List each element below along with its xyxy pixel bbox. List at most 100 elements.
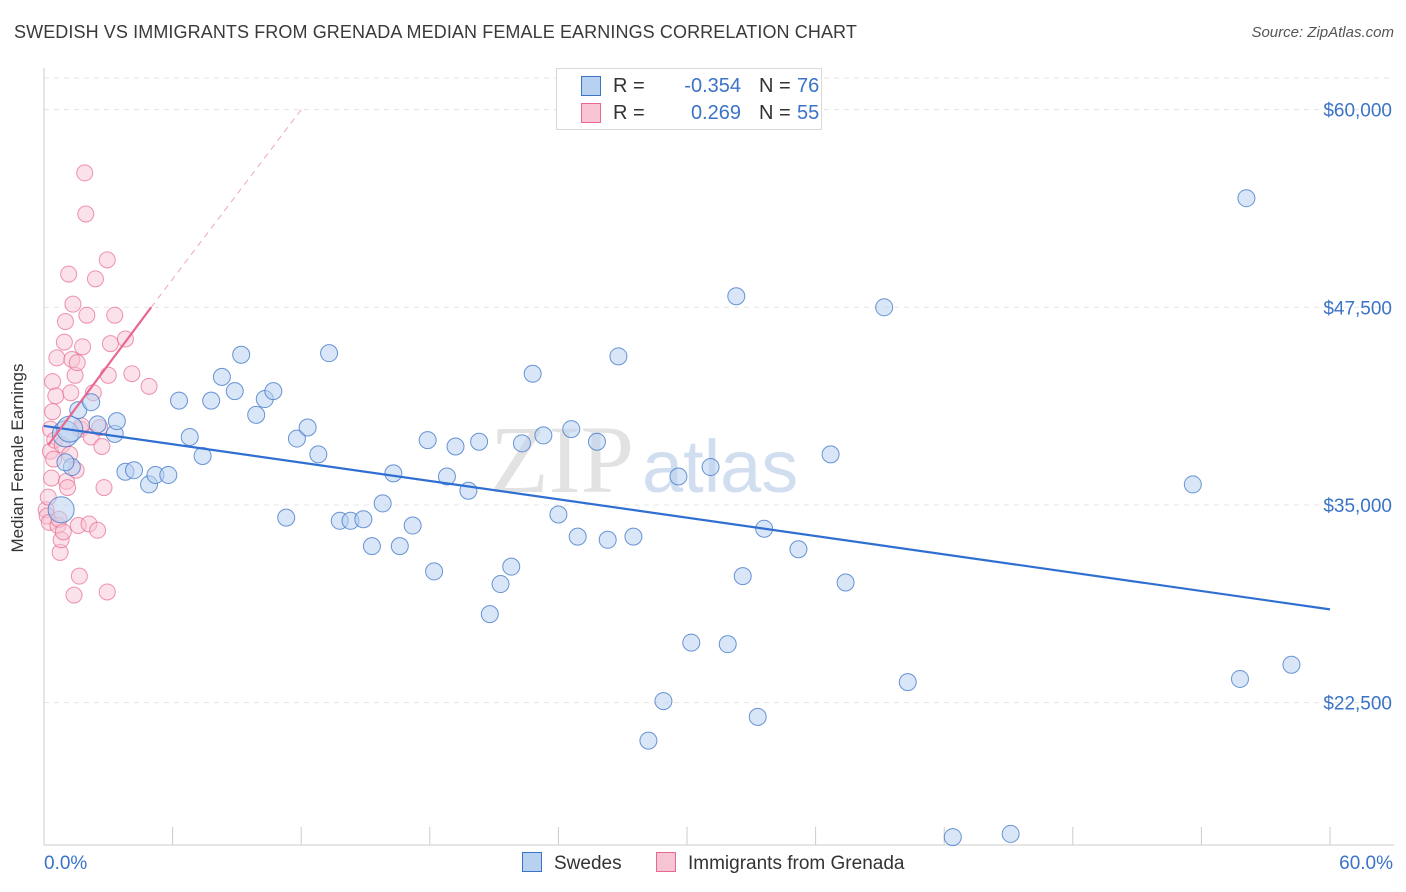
swedes-point [512,434,531,453]
grenada-point [101,335,119,353]
grenada-point [93,437,111,455]
swedes-point [943,828,962,847]
grenada-point [47,387,65,405]
swedes-point [354,510,373,529]
swedes-point [232,345,251,364]
swedes-point [701,458,720,477]
swedes-point [180,427,199,446]
bottom-legend-grenada: Immigrants from Grenada [656,852,904,875]
swedes-point [1282,655,1301,674]
grenada-point [44,403,62,421]
grenada-point [106,306,124,324]
swedes-point [470,432,489,451]
grenada-point [54,523,72,541]
grenada-trend-line [47,306,153,446]
swedes-point [1237,189,1256,208]
grenada-point [64,295,82,313]
legend-n-label: N = [759,102,791,124]
bottom-legend-swedes: Swedes [522,852,622,875]
swedes-point [309,445,328,464]
swedes-point [562,420,581,439]
grenada-point [140,377,158,395]
y-tick-label: $47,500 [1323,298,1392,319]
swedes-point [390,537,409,556]
swedes-point [523,364,542,383]
x-tick-label-max: 60.0% [1339,853,1393,874]
swedes-point [568,527,587,546]
swedes-point [212,367,231,386]
legend-r-label: R = [613,75,645,97]
swedes-point [373,494,392,513]
grenada-point [98,251,116,269]
legend-n-value: 55 [797,102,820,124]
swedes-point [170,391,189,410]
swedes-point [654,692,673,711]
swedes-point [47,496,75,524]
swedes-point [82,393,101,412]
chart-title: SWEDISH VS IMMIGRANTS FROM GRENADA MEDIA… [14,22,857,42]
grenada-point [59,479,77,497]
swedes-point [639,731,658,750]
swedes-point [587,432,606,451]
x-tick-label-min: 0.0% [44,853,87,874]
grid-layer [44,77,1394,704]
grenada-point [99,366,117,384]
swedes-point [1001,824,1020,843]
swedes-point [549,505,568,524]
swedes-point [425,562,444,581]
swedes-point [225,382,244,401]
grenada-point [43,469,61,487]
swedes-point [107,412,126,431]
swedes-point [287,429,306,448]
swedes-point [609,347,628,366]
swedes-point [125,461,144,480]
grenada-point [74,338,92,356]
swedes-point [534,426,553,445]
grenada-point [123,365,141,383]
grenada-point [48,349,66,367]
legend-r-value: 0.269 [690,102,741,124]
swedes-point [320,344,339,363]
bottom-swatch-swedes [522,852,542,872]
swedes-point [598,530,617,549]
y-tick-label: $35,000 [1323,496,1392,517]
bottom-legend-swedes-label: Swedes [554,853,622,874]
y-tick-label: $22,500 [1323,694,1392,715]
grenada-point [76,164,94,182]
swedes-point [277,508,296,527]
legend-n-label: N = [759,75,791,97]
grenada-points [37,164,158,604]
swedes-point [898,673,917,692]
swedes-point [789,540,808,559]
grenada-point [44,373,62,391]
swedes-point [1230,669,1249,688]
swedes-point [480,605,499,624]
swedes-point [403,516,422,535]
swedes-point [748,707,767,726]
swedes-point [836,573,855,592]
grenada-trend-extension [150,109,302,308]
swedes-point [502,557,521,576]
swedes-point [56,453,75,472]
grenada-point [89,521,107,539]
grenada-point [78,306,96,324]
bottom-legend-grenada-label: Immigrants from Grenada [688,853,905,874]
swedes-point [202,391,221,410]
swedes-point [159,465,178,484]
swedes-point [821,445,840,464]
swedes-point [727,287,746,306]
trend-lines [43,109,1331,611]
bottom-swatch-grenada [656,852,676,872]
swedes-point [247,405,266,424]
swedes-point [682,633,701,652]
swedes-point [88,415,107,434]
y-axis-label: Median Female Earnings [8,363,27,553]
watermark-atlas: atlas [642,425,798,508]
grenada-point [60,265,78,283]
swedes-point [437,467,456,486]
swedes-point [298,418,317,437]
legend-r-label: R = [613,102,645,124]
swedes-point [669,467,688,486]
swedes-point [418,431,437,450]
